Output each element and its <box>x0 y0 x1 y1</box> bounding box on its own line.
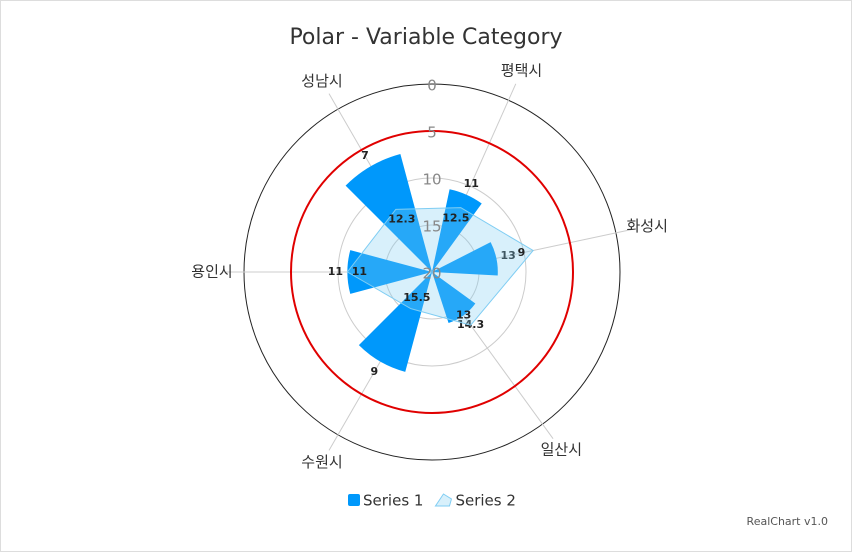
category-label: 수원시 <box>301 453 342 471</box>
area <box>346 207 534 326</box>
y-tick-label: 5 <box>427 124 437 142</box>
data-label: 7 <box>361 149 369 162</box>
data-label: 11 <box>464 177 479 190</box>
legend-label: Series 1 <box>363 492 423 510</box>
data-label: 11 <box>328 265 343 278</box>
data-label: 11 <box>352 265 367 278</box>
category-label: 화성시 <box>626 217 667 235</box>
data-label: 12.3 <box>388 213 415 226</box>
credit: RealChart v1.0 <box>747 515 828 528</box>
category-label: 성남시 <box>301 72 342 90</box>
data-label: 13 <box>456 309 471 322</box>
legend-marker <box>434 493 453 507</box>
bar <box>358 272 432 372</box>
category-label: 용인시 <box>191 263 232 281</box>
bar <box>345 153 432 272</box>
data-label: 14.3 <box>457 318 484 331</box>
category-label: 평택시 <box>501 62 542 80</box>
data-label: 13 <box>500 249 515 262</box>
y-tick-label: 0 <box>427 77 437 95</box>
bar <box>347 250 432 294</box>
legend-marker <box>348 494 360 506</box>
y-tick-label: 20 <box>422 265 441 283</box>
data-label: 9 <box>518 246 526 259</box>
y-tick-label: 10 <box>422 171 441 189</box>
chart-title: Polar - Variable Category <box>289 25 562 50</box>
data-label: 9 <box>370 365 378 378</box>
legend-label: Series 2 <box>455 492 515 510</box>
guide-line <box>290 130 574 414</box>
bar <box>432 272 476 323</box>
data-label: 15.5 <box>403 291 430 304</box>
bar <box>432 189 482 272</box>
data-label: 12.5 <box>442 212 469 225</box>
category-label: 일산시 <box>541 440 582 458</box>
bar <box>432 242 498 276</box>
y-tick-label: 15 <box>422 218 441 236</box>
